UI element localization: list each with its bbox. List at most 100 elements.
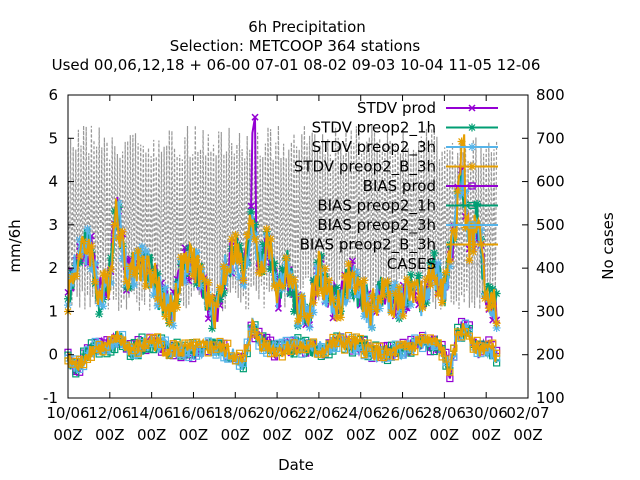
y2-tick-label: 300 (536, 302, 565, 320)
data-point (150, 278, 158, 286)
data-point (450, 226, 458, 234)
data-point (251, 235, 259, 243)
x-tick-label-time: 00Z (430, 426, 459, 444)
data-point (122, 278, 130, 286)
x-tick-label: 24/06 (339, 404, 382, 422)
x-tick-label: 26/06 (381, 404, 424, 422)
data-point (107, 254, 115, 262)
y-tick-label: 6 (48, 86, 58, 104)
data-point (426, 281, 434, 289)
data-point (438, 299, 446, 307)
data-point (469, 248, 477, 256)
data-point (196, 263, 204, 271)
chart-subtitle-used: Used 00,06,12,18 + 06-00 07-01 08-02 09-… (52, 56, 541, 74)
y2-tick-label: 800 (536, 86, 565, 104)
y-tick-label: 2 (48, 259, 58, 277)
y-axis-label: mm/6h (6, 219, 24, 272)
x-tick-label-time: 00Z (346, 426, 375, 444)
data-point (165, 319, 173, 327)
data-point (154, 295, 162, 303)
data-point (306, 323, 314, 331)
data-point (465, 256, 473, 264)
data-point (309, 299, 317, 307)
data-point (126, 262, 134, 270)
y2-tick-label: 600 (536, 173, 565, 191)
data-point (286, 290, 294, 298)
data-point (99, 302, 107, 310)
data-point (138, 255, 146, 263)
legend-label: BIAS preop2_1h (317, 197, 436, 216)
data-point (380, 292, 388, 300)
data-point (161, 284, 169, 292)
x-tick-label-time: 00Z (513, 426, 542, 444)
data-point (196, 283, 204, 291)
data-point (247, 208, 255, 216)
data-point (263, 225, 271, 233)
data-point (337, 313, 345, 321)
data-point (243, 231, 251, 239)
data-point (111, 221, 119, 229)
data-point (91, 278, 99, 286)
x-tick-label-time: 00Z (262, 426, 291, 444)
data-point (130, 281, 138, 289)
legend-label: STDV preop2_1h (312, 119, 436, 138)
legend-label: STDV preop2_3h (312, 138, 436, 157)
legend-label: BIAS preop2_3h (317, 216, 436, 235)
y-tick-label: 3 (48, 216, 58, 234)
data-point (489, 302, 497, 310)
data-point (290, 276, 298, 284)
data-point (235, 257, 243, 265)
data-point (306, 312, 314, 320)
data-point (107, 265, 115, 273)
data-point (372, 305, 380, 313)
data-point (442, 268, 450, 276)
data-point (329, 295, 337, 303)
y2-tick-label: 500 (536, 216, 565, 234)
x-tick-label-time: 00Z (179, 426, 208, 444)
x-tick-label-time: 00Z (95, 426, 124, 444)
data-point (208, 293, 216, 301)
data-point (352, 284, 360, 292)
x-axis-label: Date (278, 456, 314, 474)
data-point (391, 289, 399, 297)
legend-label: BIAS preop2_B_3h (300, 236, 436, 255)
data-point (267, 253, 275, 261)
data-point (103, 270, 111, 278)
x-tick-label: 10/06 (46, 404, 89, 422)
data-point (419, 304, 427, 312)
data-point (434, 291, 442, 299)
data-point (247, 219, 255, 227)
data-point (87, 242, 95, 250)
data-point (321, 265, 329, 273)
data-point (134, 247, 142, 255)
x-tick-label: 16/06 (172, 404, 215, 422)
y2-axis-label: No cases (599, 212, 617, 280)
legend-label: STDV prod (357, 99, 436, 117)
data-point (345, 292, 353, 300)
data-point (278, 282, 286, 290)
data-point (267, 235, 275, 243)
x-tick-label-time: 00Z (304, 426, 333, 444)
data-point (142, 282, 150, 290)
y-tick-label: 1 (48, 302, 58, 320)
x-tick-label: 02/07 (506, 404, 549, 422)
data-point (458, 137, 466, 145)
data-point (454, 187, 462, 195)
x-tick-label-time: 00Z (471, 426, 500, 444)
data-point (399, 312, 407, 320)
data-point (271, 271, 279, 279)
x-tick-label: 12/06 (88, 404, 131, 422)
data-point (473, 200, 481, 208)
data-point (76, 252, 84, 260)
y2-tick-label: 400 (536, 259, 565, 277)
y-tick-label: 0 (48, 346, 58, 364)
data-point (395, 283, 403, 291)
data-point (193, 256, 201, 264)
data-point (411, 279, 419, 287)
data-point (387, 308, 395, 316)
x-tick-label-time: 00Z (137, 426, 166, 444)
legend-label: STDV preop2_B_3h (294, 158, 436, 177)
data-point (360, 277, 368, 285)
data-point (384, 277, 392, 285)
